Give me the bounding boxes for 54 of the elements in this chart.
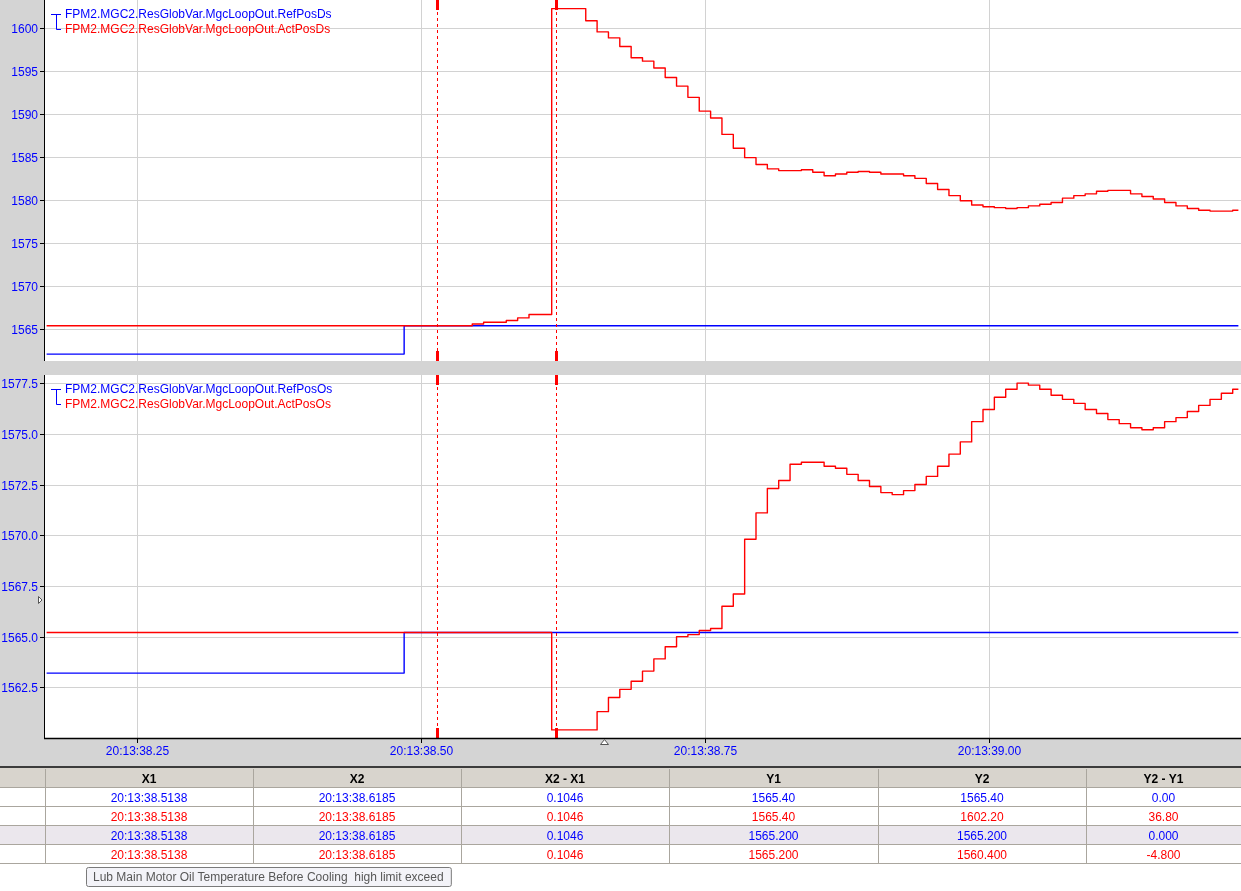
- y-tick-label: 1570: [11, 279, 39, 294]
- text: 20:13:38.6185: [318, 810, 396, 824]
- text: X2: [349, 771, 365, 786]
- text: 36.80: [1148, 810, 1179, 824]
- text: FPM2.MGC2.ResGlobVar.MgcLoopOut.ActPosOs: [65, 397, 331, 412]
- text: 20:13:38.6185: [318, 848, 396, 862]
- y-tick-label: 1567.5: [1, 579, 39, 594]
- x-tick-label: 20:13:38.50: [389, 744, 454, 758]
- text: 20:13:38.5138: [110, 848, 188, 862]
- y-tick-label: 1590: [11, 107, 39, 122]
- text: Y2 - Y1: [1143, 771, 1184, 786]
- y-tick-label: 1595: [11, 64, 39, 79]
- text: 1565.200: [748, 848, 799, 862]
- text: 1565.40: [751, 791, 796, 805]
- text: 1602.20: [960, 810, 1005, 824]
- text: -4.800: [1146, 848, 1181, 862]
- y-tick-label: 1572.5: [1, 478, 39, 493]
- text: 20:13:38.5138: [110, 810, 188, 824]
- y-tick-label: 1585: [11, 150, 39, 165]
- x-tick-label: 20:13:39.00: [957, 744, 1022, 758]
- text: 20:13:38.6185: [318, 829, 396, 843]
- text: 1565.200: [956, 829, 1008, 843]
- text: Y2: [974, 771, 990, 786]
- y-tick-label: 1562.5: [1, 680, 39, 695]
- text: 20:13:38.5138: [110, 791, 188, 805]
- x-tick-label: 20:13:38.25: [105, 744, 170, 758]
- text: Y1: [766, 771, 782, 786]
- y-tick-label: 1575: [11, 236, 39, 251]
- y-tick-label: 1580: [11, 193, 39, 208]
- x-tick-label: 20:13:38.75: [673, 744, 738, 758]
- text: 1560.400: [956, 848, 1008, 862]
- y-tick-label: 1575.0: [1, 427, 39, 442]
- text: 0.00: [1151, 791, 1176, 805]
- text: 20:13:38.6185: [318, 791, 396, 805]
- text: 0.1046: [546, 829, 584, 843]
- y-tick-label: 1565.0: [1, 630, 39, 645]
- y-tick-label: 1577.5: [1, 376, 39, 391]
- y-tick-label: 1565: [11, 322, 39, 337]
- text: 0.1046: [546, 848, 584, 862]
- text: 0.1046: [546, 791, 584, 805]
- text: 1565.40: [960, 791, 1005, 805]
- text: Lub Main Motor Oil Temperature Before Cooling high limit exceed: [93, 870, 444, 884]
- legend-label: FPM2.MGC2.ResGlobVar.MgcLoopOut.RefPosOs: [65, 382, 333, 397]
- text: 0.000: [1148, 829, 1179, 843]
- legend-label: FPM2.MGC2.ResGlobVar.MgcLoopOut.RefPosDs: [65, 7, 332, 22]
- text: 0.1046: [546, 810, 584, 824]
- y-tick-label: 1600: [11, 21, 39, 36]
- y-tick-label: 1570.0: [1, 528, 39, 543]
- text: X2 - X1: [544, 771, 586, 786]
- text: 1565.40: [751, 810, 796, 824]
- text: 20:13:38.5138: [110, 829, 188, 843]
- text: 1565.200: [748, 829, 799, 843]
- text: FPM2.MGC2.ResGlobVar.MgcLoopOut.ActPosDs: [65, 22, 331, 37]
- text: X1: [141, 771, 157, 786]
